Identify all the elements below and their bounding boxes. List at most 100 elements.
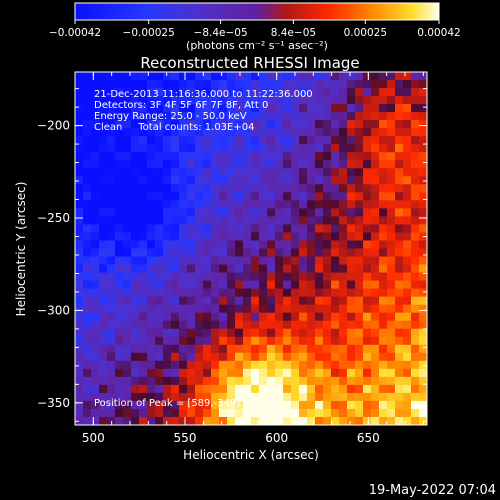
heatmap-cell bbox=[171, 376, 180, 386]
heatmap-cell bbox=[331, 184, 340, 193]
heatmap-cell bbox=[371, 344, 380, 354]
heatmap-cell bbox=[131, 72, 140, 81]
heatmap-cell bbox=[419, 368, 427, 378]
heatmap-cell bbox=[371, 240, 380, 250]
heatmap-cell bbox=[315, 256, 324, 266]
heatmap-cell bbox=[203, 160, 212, 169]
heatmap-cell bbox=[355, 328, 364, 338]
heatmap-cell bbox=[307, 160, 316, 169]
heatmap-cell bbox=[203, 128, 212, 137]
heatmap-cell bbox=[371, 192, 380, 201]
heatmap-cell bbox=[251, 72, 260, 81]
heatmap-cell bbox=[211, 352, 220, 362]
heatmap-cell bbox=[283, 304, 292, 314]
heatmap-cell bbox=[155, 80, 164, 89]
heatmap-cell bbox=[363, 168, 372, 177]
heatmap-cell bbox=[267, 368, 276, 378]
heatmap-cell bbox=[195, 160, 204, 169]
heatmap-cell bbox=[83, 336, 92, 346]
heatmap-cell bbox=[315, 176, 324, 185]
heatmap-cell bbox=[91, 168, 100, 177]
heatmap-cell bbox=[387, 336, 396, 346]
heatmap-cell bbox=[331, 200, 340, 209]
heatmap-cell bbox=[147, 376, 156, 386]
heatmap-cell bbox=[179, 200, 188, 209]
heatmap-cell bbox=[115, 136, 124, 145]
heatmap-cell bbox=[211, 144, 220, 153]
heatmap-cell bbox=[395, 192, 404, 201]
heatmap-cell bbox=[147, 112, 156, 121]
heatmap-cell bbox=[283, 352, 292, 362]
heatmap-cell bbox=[259, 96, 268, 105]
heatmap-cell bbox=[387, 184, 396, 193]
heatmap-cell bbox=[147, 160, 156, 169]
heatmap-cell bbox=[339, 224, 348, 234]
heatmap-cell bbox=[299, 232, 308, 242]
heatmap-cell bbox=[307, 152, 316, 161]
heatmap-cell bbox=[147, 120, 156, 129]
heatmap-cell bbox=[307, 216, 316, 226]
heatmap-cell bbox=[219, 200, 228, 209]
heatmap-cell bbox=[267, 408, 276, 418]
x-tick-label: 500 bbox=[82, 431, 105, 445]
heatmap-cell bbox=[155, 112, 164, 121]
heatmap-cell bbox=[419, 216, 427, 226]
heatmap-cell bbox=[131, 128, 140, 137]
heatmap-cell bbox=[195, 328, 204, 338]
heatmap-cell bbox=[275, 288, 284, 298]
heatmap-cell bbox=[275, 144, 284, 153]
heatmap-cell bbox=[363, 80, 372, 89]
heatmap-cell bbox=[163, 400, 172, 410]
heatmap-cell bbox=[91, 336, 100, 346]
heatmap-cell bbox=[283, 344, 292, 354]
heatmap-cell bbox=[131, 376, 140, 386]
heatmap-cell bbox=[251, 112, 260, 121]
heatmap-cell bbox=[267, 80, 276, 89]
heatmap-cell bbox=[179, 320, 188, 330]
heatmap-cell bbox=[91, 184, 100, 193]
heatmap-cell bbox=[419, 128, 427, 137]
heatmap-cell bbox=[123, 248, 132, 258]
heatmap-cell bbox=[339, 200, 348, 209]
heatmap-cell bbox=[203, 352, 212, 362]
heatmap-cell bbox=[259, 224, 268, 234]
heatmap-cell bbox=[419, 112, 427, 121]
heatmap-cell bbox=[339, 104, 348, 113]
heatmap-cell bbox=[75, 152, 84, 161]
heatmap-cell bbox=[195, 344, 204, 354]
heatmap-cell bbox=[227, 352, 236, 362]
heatmap-cell bbox=[179, 256, 188, 266]
heatmap-cell bbox=[299, 416, 308, 425]
heatmap-cell bbox=[187, 136, 196, 145]
heatmap-cell bbox=[339, 80, 348, 89]
heatmap-cell bbox=[131, 416, 140, 425]
heatmap-cell bbox=[299, 384, 308, 394]
heatmap-cell bbox=[163, 112, 172, 121]
heatmap-cell bbox=[99, 104, 108, 113]
heatmap-cell bbox=[99, 200, 108, 209]
heatmap-cell bbox=[227, 272, 236, 282]
heatmap-cell bbox=[371, 328, 380, 338]
heatmap-cell bbox=[171, 208, 180, 218]
heatmap-cell bbox=[147, 168, 156, 177]
heatmap-cell bbox=[339, 352, 348, 362]
heatmap-cell bbox=[331, 296, 340, 306]
heatmap-cell bbox=[219, 160, 228, 169]
heatmap-cell bbox=[243, 288, 252, 298]
heatmap-cell bbox=[355, 240, 364, 250]
heatmap-cell bbox=[291, 200, 300, 209]
heatmap-cell bbox=[91, 320, 100, 330]
heatmap-cell bbox=[259, 208, 268, 218]
heatmap-cell bbox=[299, 288, 308, 298]
heatmap-cell bbox=[187, 120, 196, 129]
heatmap-cell bbox=[83, 408, 92, 418]
heatmap-cell bbox=[283, 336, 292, 346]
heatmap-cell bbox=[251, 288, 260, 298]
heatmap-cell bbox=[115, 312, 124, 322]
heatmap-cell bbox=[195, 280, 204, 290]
heatmap-cell bbox=[299, 248, 308, 258]
heatmap-cell bbox=[219, 104, 228, 113]
heatmap-cell bbox=[323, 400, 332, 410]
heatmap-cell bbox=[291, 192, 300, 201]
heatmap-cell bbox=[203, 240, 212, 250]
